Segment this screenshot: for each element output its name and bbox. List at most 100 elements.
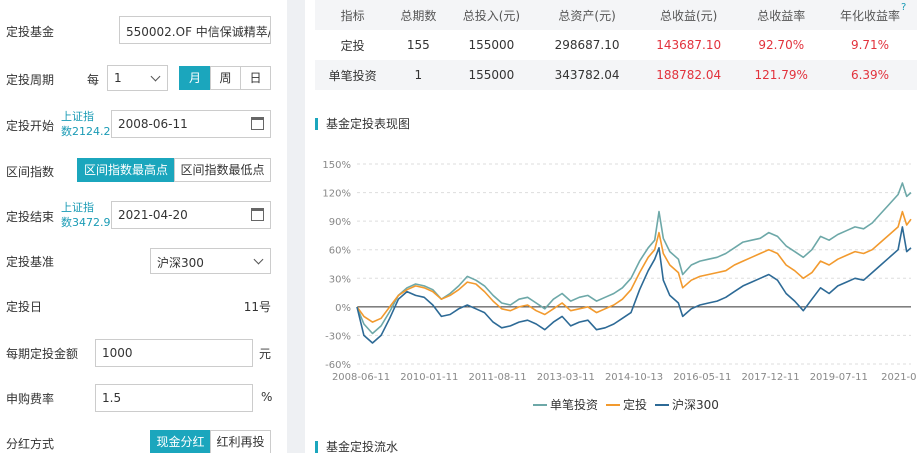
start-date-input[interactable]: 2008-06-11 — [111, 110, 271, 138]
table-cell: 6.39% — [850, 68, 890, 82]
summary-table: 指标 总期数 总投入(元) 总资产(元) 总收益(元) 总收益率 年化收益率? … — [315, 0, 917, 90]
calendar-icon — [251, 117, 264, 130]
x-tick-label: 2017-12-11 — [741, 372, 799, 383]
header-cell: 总期数 — [400, 8, 437, 23]
x-tick-label: 2019-07-11 — [810, 372, 868, 383]
x-tick-label: 2021-02-1 — [881, 372, 917, 383]
dividend-reinvest-button[interactable]: 红利再投 — [210, 430, 271, 453]
table-row: 定投 155 155000 298687.10 143687.10 92.70%… — [315, 30, 917, 60]
range-low-button[interactable]: 区间指数最低点 — [174, 158, 271, 182]
table-cell: 155 — [406, 38, 430, 52]
start-index-info: 上证指 数2124.24 — [61, 109, 118, 139]
y-tick-label: 150% — [322, 160, 351, 171]
fee-input[interactable]: 1.5 — [95, 384, 253, 412]
header-cell: 总投入(元) — [462, 8, 521, 23]
legend-item-dca[interactable]: 定投 — [606, 396, 647, 413]
y-tick-label: 30% — [329, 274, 351, 285]
series-line-dca — [356, 210, 912, 323]
y-tick-label: 90% — [329, 217, 351, 228]
dividend-label: 分红方式 — [6, 437, 55, 451]
amount-unit: 元 — [259, 347, 272, 361]
period-row: 定投周期 每 1 月 周 日 — [0, 63, 287, 93]
legend-item-hs300[interactable]: 沪深300 — [655, 396, 719, 413]
fund-row: 定投基金 550002.OF 中信保诚精萃/ — [0, 15, 287, 45]
end-date-value: 2021-04-20 — [118, 208, 188, 222]
chart-section-title: 基金定投表现图 — [315, 118, 410, 130]
benchmark-row: 定投基准 沪深300 — [0, 245, 287, 275]
end-index-value: 3472.94 — [72, 216, 118, 229]
benchmark-value: 沪深300 — [157, 256, 204, 270]
table-cell: 155000 — [468, 38, 515, 52]
end-index-name-line1: 上证指 — [61, 201, 94, 214]
dividend-cash-button[interactable]: 现金分红 — [150, 430, 211, 453]
header-cell-annualized: 年化收益率? — [840, 2, 907, 23]
fee-row: 申购费率 1.5 % — [0, 382, 287, 412]
calendar-icon — [251, 208, 264, 221]
table-cell: 188782.04 — [656, 68, 722, 82]
fee-unit: % — [261, 390, 273, 404]
legend-label: 单笔投资 — [550, 398, 599, 412]
end-label: 定投结束 — [6, 210, 55, 224]
end-index-name-line2: 数 — [61, 216, 72, 229]
table-cell: 92.70% — [758, 38, 805, 52]
amount-input[interactable]: 1000 — [95, 339, 253, 367]
y-tick-label: -60% — [325, 360, 351, 371]
chart-legend: 单笔投资 定投 沪深300 — [533, 396, 719, 413]
flow-section-title: 基金定投流水 — [315, 441, 398, 453]
period-number-select[interactable]: 1 — [107, 65, 168, 91]
fund-label: 定投基金 — [6, 25, 55, 39]
fee-label: 申购费率 — [6, 392, 55, 406]
period-unit-day[interactable]: 日 — [240, 66, 271, 90]
y-tick-label: 60% — [329, 246, 351, 257]
table-cell: 定投 — [340, 38, 365, 53]
legend-swatch — [533, 403, 547, 406]
header-cell: 总收益率 — [757, 8, 806, 23]
period-number-value: 1 — [114, 71, 122, 85]
legend-swatch — [655, 403, 670, 406]
amount-row: 每期定投金额 1000 元 — [0, 337, 287, 367]
day-value: 11号 — [243, 300, 271, 314]
header-cell: 总收益(元) — [659, 8, 718, 23]
x-tick-label: 2014-10-13 — [605, 372, 663, 383]
end-row: 定投结束 上证指 数3472.94 2021-04-20 — [0, 200, 287, 230]
amount-label: 每期定投金额 — [6, 347, 79, 361]
benchmark-select[interactable]: 沪深300 — [150, 248, 271, 274]
performance-chart: -60% -30% 0% 30% 60% 90% 120% 150% 2008-06-11 201… — [322, 160, 917, 383]
legend-item-single[interactable]: 单笔投资 — [533, 396, 598, 413]
x-tick-label: 2013-03-11 — [537, 372, 595, 383]
start-index-value: 2124.24 — [72, 125, 118, 138]
start-row: 定投开始 上证指 数2124.24 2008-06-11 — [0, 109, 287, 139]
table-cell: 298687.10 — [554, 38, 620, 52]
chevron-down-icon — [150, 71, 161, 82]
end-index-info: 上证指 数3472.94 — [61, 200, 118, 230]
table-cell: 143687.10 — [656, 38, 722, 52]
start-index-name-line2: 数 — [61, 125, 72, 138]
table-cell: 121.79% — [754, 68, 808, 82]
x-tick-label: 2010-01-11 — [400, 372, 458, 383]
period-unit-week[interactable]: 周 — [210, 66, 241, 90]
period-unit-month[interactable]: 月 — [179, 66, 211, 90]
range-row: 区间指数 区间指数最高点 区间指数最低点 — [0, 155, 287, 185]
day-row: 定投日 11号 — [0, 290, 287, 320]
legend-swatch — [606, 403, 621, 406]
range-high-button[interactable]: 区间指数最高点 — [77, 158, 175, 182]
question-icon[interactable]: ? — [901, 2, 907, 13]
start-date-value: 2008-06-11 — [118, 117, 188, 131]
period-every-text: 每 — [87, 73, 100, 87]
fund-input[interactable]: 550002.OF 中信保诚精萃/ — [119, 16, 271, 44]
end-date-input[interactable]: 2021-04-20 — [111, 201, 271, 229]
table-cell: 343782.04 — [554, 68, 620, 82]
dca-settings-form: 定投基金 550002.OF 中信保诚精萃/ 定投周期 每 1 月 周 日 定投… — [0, 0, 287, 453]
table-cell: 1 — [414, 68, 423, 82]
header-cell: 总资产(元) — [558, 8, 616, 23]
table-cell: 155000 — [468, 68, 515, 82]
summary-header-row: 指标 总期数 总投入(元) 总资产(元) 总收益(元) 总收益率 年化收益率? — [315, 0, 917, 30]
start-index-name-line1: 上证指 — [61, 110, 94, 123]
table-cell: 单笔投资 — [328, 68, 377, 83]
y-tick-label: 120% — [322, 189, 351, 200]
table-row: 单笔投资 1 155000 343782.04 188782.04 121.79… — [315, 60, 917, 90]
chevron-down-icon — [253, 254, 264, 265]
period-label: 定投周期 — [6, 73, 55, 87]
benchmark-label: 定投基准 — [6, 255, 55, 269]
dividend-row: 分红方式 现金分红 红利再投 — [0, 427, 287, 453]
